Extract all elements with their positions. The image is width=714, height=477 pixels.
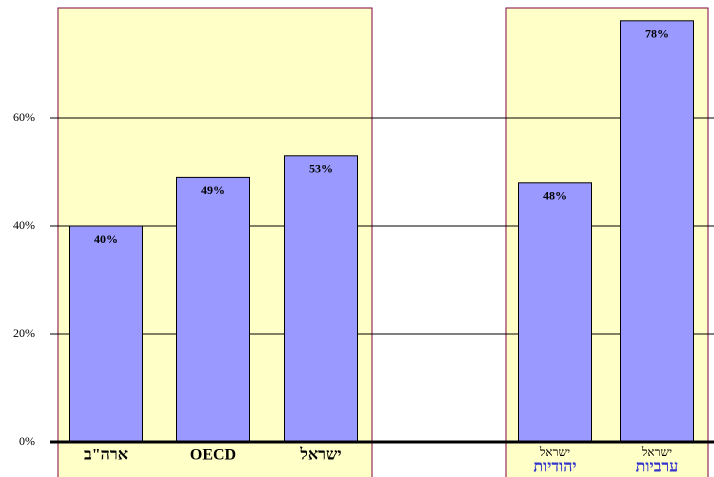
bar xyxy=(620,20,694,443)
value-label: 49% xyxy=(201,183,225,197)
y-tick-label: 40% xyxy=(13,218,35,232)
y-tick-label: 20% xyxy=(13,326,35,340)
bar xyxy=(518,182,592,443)
x-tick-label: ישראל xyxy=(299,446,341,464)
x-tick-sublabel: יהודיות xyxy=(533,459,576,476)
x-tick-label: ישראל xyxy=(641,445,672,459)
value-label: 40% xyxy=(94,232,118,246)
y-tick-label: 60% xyxy=(13,110,35,124)
bar xyxy=(284,155,358,443)
value-label: 48% xyxy=(543,189,567,203)
value-label: 53% xyxy=(309,162,333,176)
x-tick-sublabel: ערביות xyxy=(636,459,679,476)
value-label: 78% xyxy=(645,27,669,41)
bar xyxy=(69,225,143,443)
bar xyxy=(176,176,250,443)
x-tick-label: ארה"ב xyxy=(84,447,128,464)
y-tick-label: 0% xyxy=(19,434,35,448)
x-tick-label: ישראל xyxy=(539,445,570,459)
x-tick-label: OECD xyxy=(190,447,236,464)
